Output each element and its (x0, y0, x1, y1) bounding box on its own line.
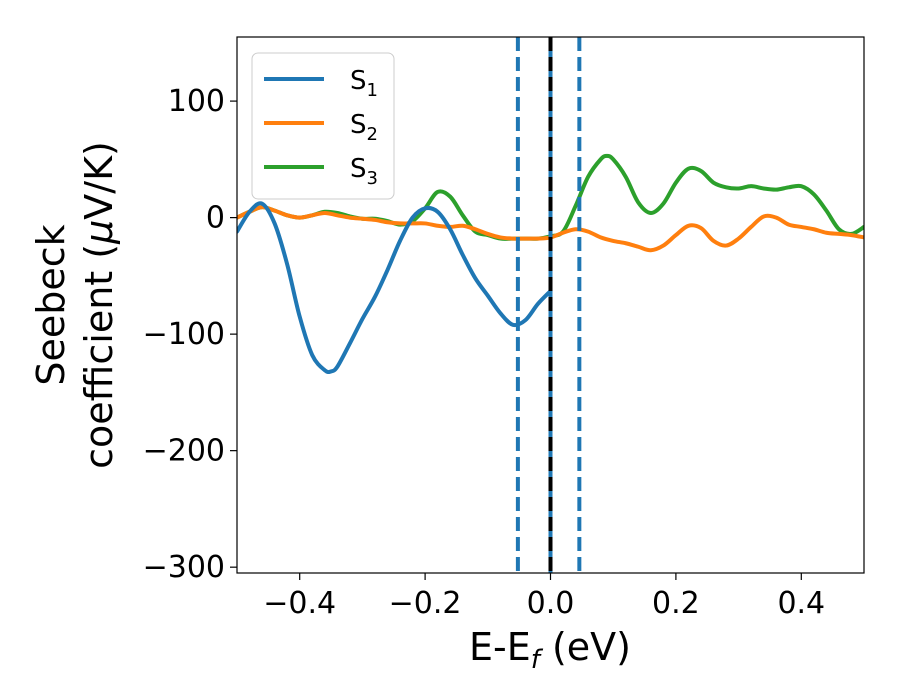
y-tick-label: −100 (143, 317, 225, 352)
y-axis-label-line1: Seebeck (29, 224, 73, 385)
x-axis-label-suffix: (eV) (540, 625, 631, 669)
y-axis-ticks: −300 −200 −100 0 100 (143, 84, 237, 585)
legend-label-s3: S3 (350, 154, 378, 189)
y-axis-label-line2-suffix: V/K) (77, 141, 121, 220)
y-tick-label: −200 (143, 434, 225, 469)
y-tick-label: 100 (168, 84, 225, 119)
legend: S1 S2 S3 (251, 52, 395, 200)
x-axis-label-base: E-E (469, 625, 531, 669)
y-axis-label-mu: μ (77, 220, 121, 245)
y-tick-label: 0 (206, 201, 225, 236)
legend-label-s1: S1 (350, 66, 378, 101)
x-tick-label: −0.4 (263, 586, 336, 621)
x-tick-label: 0.4 (777, 586, 825, 621)
x-axis-label: E-Ef (eV) (469, 625, 631, 675)
y-axis-label-line2: coefficient (μV/K) (77, 141, 121, 469)
series-line-s1 (237, 201, 553, 375)
legend-label-s2: S2 (350, 110, 378, 145)
y-tick-label: −300 (143, 550, 225, 585)
y-axis-label-line2-prefix: coefficient ( (77, 244, 121, 469)
x-tick-label: 0.0 (527, 586, 575, 621)
x-axis-ticks: −0.4 −0.2 0.0 0.2 0.4 (263, 573, 825, 621)
legend-box (251, 52, 395, 200)
x-tick-label: −0.2 (389, 586, 462, 621)
y-axis-label: Seebeck coefficient (μV/K) (29, 141, 121, 469)
x-tick-label: 0.2 (652, 586, 700, 621)
plot-area (237, 37, 864, 573)
